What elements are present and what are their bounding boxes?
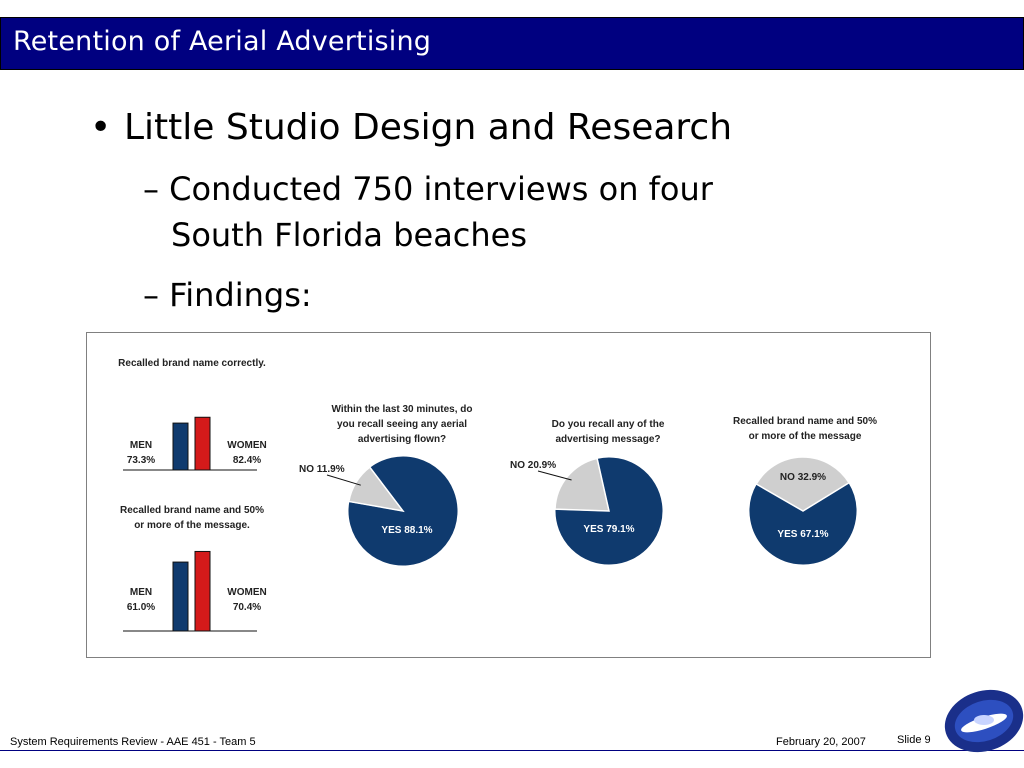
pie-chart-title: advertising message?	[555, 434, 660, 445]
bar-value-label: 82.4%	[233, 455, 261, 466]
pie-label-yes: YES 88.1%	[381, 525, 432, 536]
bar-value-label: 70.4%	[233, 602, 261, 613]
pie-chart-title: Within the last 30 minutes, do	[331, 404, 472, 415]
bar-men	[172, 422, 189, 471]
pie-label-yes: YES 79.1%	[583, 524, 634, 535]
bar-men	[172, 561, 189, 632]
bar-chart-title: Recalled brand name correctly.	[118, 358, 266, 369]
footer-presentation: System Requirements Review - AAE 451 - T…	[10, 736, 256, 748]
pie-slice-no	[755, 456, 851, 512]
slide-number: Slide 9	[897, 734, 931, 746]
aeronautics-logo	[944, 689, 1024, 753]
footer-date: February 20, 2007	[776, 736, 866, 748]
pie-chart-title: or more of the message	[749, 431, 862, 442]
bar-chart-title: or more of the message.	[134, 520, 250, 531]
footer-divider	[0, 750, 1024, 751]
pie-label-no: NO 20.9%	[510, 460, 556, 471]
pie-chart-title: you recall seeing any aerial	[337, 419, 467, 430]
sub-bullet-findings: – Findings:	[143, 276, 312, 314]
bar-category-label: MEN	[130, 440, 152, 451]
pie-label-no: NO 32.9%	[780, 472, 826, 483]
pie-chart-title: Recalled brand name and 50%	[733, 416, 877, 427]
pie-slice-no	[347, 466, 405, 513]
main-bullet: • Little Studio Design and Research	[90, 103, 732, 153]
pie-label-no: NO 11.9%	[299, 464, 345, 475]
findings-figure: Recalled brand name correctly. MEN 73.3% WO…	[86, 332, 931, 658]
bar-value-label: 73.3%	[127, 455, 155, 466]
pie-slice-yes	[748, 482, 858, 566]
sub-bullet-interviews-cont: South Florida beaches	[171, 216, 528, 254]
pie-chart-title: Do you recall any of the	[552, 419, 665, 430]
bar-category-label: MEN	[130, 587, 152, 598]
pie-chart-title: advertising flown?	[358, 434, 446, 445]
main-bullet-text: Little Studio Design and Research	[124, 107, 733, 148]
pie-slice-no	[554, 457, 610, 512]
bar-women	[194, 550, 211, 632]
sub-bullet-interviews: – Conducted 750 interviews on four	[143, 170, 713, 208]
findings-charts: Recalled brand name correctly. MEN 73.3% WO…	[118, 358, 877, 632]
pie-leader-line	[537, 470, 572, 481]
pie-label-yes: YES 67.1%	[777, 529, 828, 540]
bar-chart-title: Recalled brand name and 50%	[120, 505, 264, 516]
bullet-dot: •	[90, 107, 112, 148]
bar-category-label: WOMEN	[227, 440, 266, 451]
bar-women	[194, 416, 211, 471]
slide-title: Retention of Aerial Advertising	[13, 26, 432, 57]
bar-value-label: 61.0%	[127, 602, 155, 613]
title-bar: Retention of Aerial Advertising	[0, 17, 1024, 70]
bar-category-label: WOMEN	[227, 587, 266, 598]
pie-leader-line	[326, 474, 361, 486]
